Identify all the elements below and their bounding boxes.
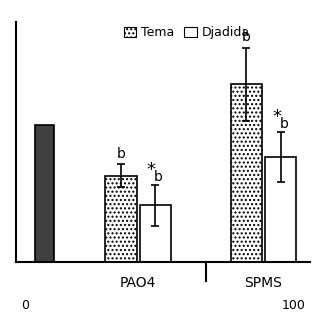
Text: b: b	[154, 170, 163, 184]
Bar	[140, 205, 171, 262]
Text: *: *	[147, 161, 156, 179]
Text: b: b	[242, 30, 251, 44]
Bar	[230, 84, 262, 262]
Text: *: *	[272, 108, 281, 126]
Bar	[105, 176, 137, 262]
Text: SPMS: SPMS	[244, 276, 282, 290]
Bar	[35, 125, 53, 262]
Bar	[265, 157, 296, 262]
Legend: Tema, Djadida: Tema, Djadida	[121, 24, 252, 42]
Text: 100: 100	[281, 299, 305, 312]
Text: b: b	[279, 117, 288, 131]
Text: PAO4: PAO4	[120, 276, 156, 290]
Text: b: b	[116, 147, 125, 161]
Text: 0: 0	[21, 299, 29, 312]
